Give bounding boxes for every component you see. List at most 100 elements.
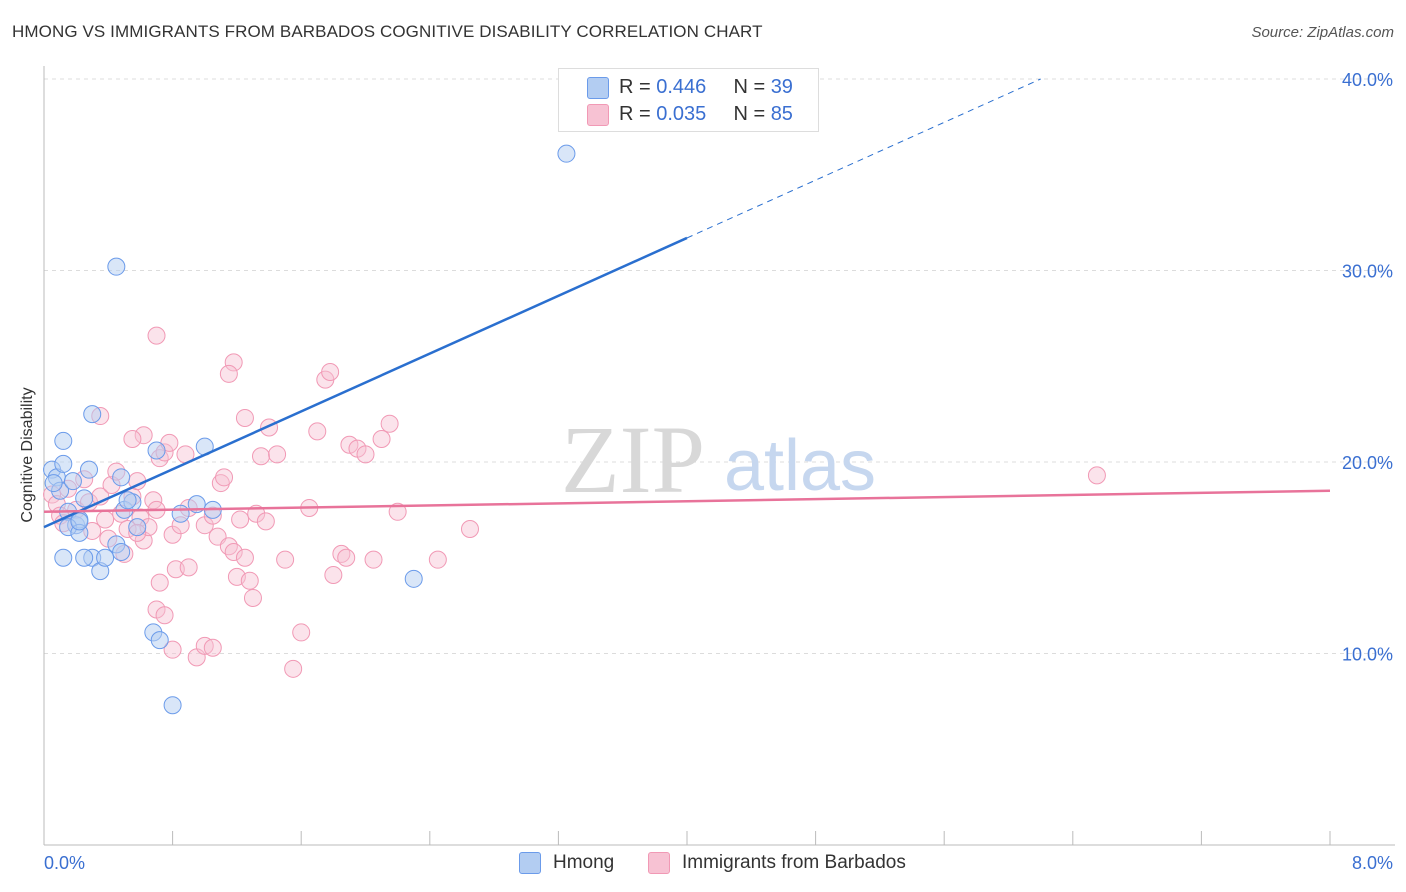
x-tick-label: 8.0% [1352,853,1393,873]
barbados-point [268,445,287,464]
barbados-point [179,558,198,577]
barbados-point [215,468,234,487]
barbados-point [356,445,375,464]
hmong-points [43,144,576,715]
barbados-point [235,548,254,567]
barbados-point [372,430,391,449]
legend-label-hmong: Hmong [553,852,615,873]
gridlines [44,78,1395,654]
barbados-points [43,326,1106,678]
barbados-point [292,623,311,642]
barbados-point [337,548,356,567]
hmong-trend-extension [686,78,1041,239]
hmong-point [112,468,131,487]
hmong-point [107,257,126,276]
watermark: ZIP atlas [561,406,876,513]
barbados-point [163,640,182,659]
barbados-point [324,565,343,584]
hmong-point [83,405,102,424]
barbados-point [388,502,407,521]
hmong-point [54,431,73,450]
hmong-point [128,518,147,537]
barbados-point [211,474,230,493]
legend-r-value: 0.035 [656,103,707,125]
legend-item-hmong: Hmong [519,852,614,874]
hmong-point [96,548,115,567]
barbados-point [224,543,243,562]
hmong-point [150,631,169,650]
barbados-point [155,606,174,625]
chart-source: Source: ZipAtlas.com [1251,24,1394,41]
hmong-point [54,548,73,567]
hmong-point [44,474,63,493]
hmong-point [112,543,131,562]
barbados-point [243,588,262,607]
barbados-point [96,510,115,529]
watermark-zip: ZIP [561,406,705,513]
hmong-point [404,569,423,588]
hmong-trend-line [43,236,688,529]
barbados-point [256,512,275,531]
series-legend: Hmong Immigrants from Barbados [0,852,1406,878]
legend-n-value: 85 [770,103,793,125]
barbados-point [203,638,222,657]
legend-row-barbados: R = 0.035 N = 85 [619,103,793,126]
barbados-point [231,510,250,529]
barbados-point [428,550,447,569]
legend-r-label: R = [619,76,657,98]
legend-n-label: N = [733,103,771,125]
y-tick-label: 20.0% [1342,453,1393,473]
hmong-point [163,696,182,715]
hmong-point [63,472,82,491]
y-tick-labels: 10.0% 20.0% 30.0% 40.0% [1342,70,1393,665]
hmong-point [75,548,94,567]
hmong-point [171,504,190,523]
y-tick-label: 10.0% [1342,645,1393,665]
x-tick-label: 0.0% [44,853,85,873]
legend-swatch-barbados [587,104,609,126]
watermark-atlas: atlas [724,426,876,506]
trend-lines [43,78,1331,529]
barbados-point [219,537,238,556]
barbados-point [1087,466,1106,485]
axes [43,66,1395,846]
barbados-point [460,520,479,539]
barbados-point [224,353,243,372]
barbados-point [147,326,166,345]
y-tick-label: 40.0% [1342,70,1393,90]
hmong-point [70,512,89,531]
hmong-point [75,489,94,508]
chart-title: HMONG VS IMMIGRANTS FROM BARBADOS COGNIT… [12,22,763,41]
legend-row-hmong: R = 0.446 N = 39 [619,76,793,99]
barbados-point [235,408,254,427]
barbados-point [123,430,142,449]
hmong-point [118,491,137,510]
barbados-trend-line [43,489,1331,514]
barbados-point [276,550,295,569]
barbados-point [240,571,259,590]
barbados-point [284,659,303,678]
legend-swatch-hmong [519,852,541,874]
legend-label-barbados: Immigrants from Barbados [682,852,906,873]
hmong-point [557,144,576,163]
barbados-point [134,426,153,445]
correlation-legend: R = 0.446 N = 39 R = 0.035 N = 85 [558,68,819,132]
x-tick-labels: 0.0% 8.0% [44,853,1393,873]
barbados-point [364,550,383,569]
barbados-point [219,364,238,383]
hmong-point [80,460,99,479]
barbados-point [380,414,399,433]
hmong-point [54,454,73,473]
barbados-point [252,447,271,466]
legend-item-barbados: Immigrants from Barbados [648,852,906,874]
legend-r-label: R = [619,103,657,125]
barbados-point [321,362,340,381]
legend-swatch-hmong [587,77,609,99]
legend-r-value: 0.446 [656,76,707,98]
hmong-point [147,441,166,460]
y-tick-label: 30.0% [1342,262,1393,282]
barbados-point [308,422,327,441]
legend-swatch-barbados [648,852,670,874]
legend-n-label: N = [733,76,771,98]
